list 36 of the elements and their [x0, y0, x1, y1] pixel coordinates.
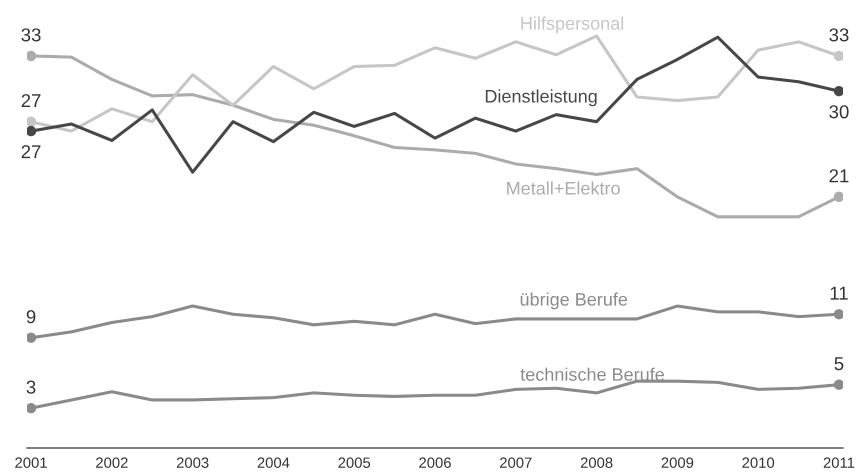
point	[27, 332, 36, 343]
x-tick-label: 2009	[662, 457, 694, 468]
point	[27, 403, 36, 414]
point	[834, 192, 843, 202]
data-label: 9	[26, 310, 36, 324]
data-label: 21	[830, 169, 848, 182]
point	[834, 86, 843, 96]
data-label: 11	[830, 286, 848, 300]
x-tick-label: 2003	[176, 457, 208, 468]
data-label: 5	[834, 357, 844, 370]
point	[27, 126, 36, 136]
data-label: 30	[829, 105, 849, 118]
x-tick-label: 2005	[338, 457, 370, 468]
x-tick-label: 2006	[419, 457, 451, 468]
series-label: Hilfspersonal	[521, 16, 624, 34]
data-label: 27	[22, 94, 40, 108]
x-tick-label: 2007	[500, 457, 532, 468]
x-tick-label: 2002	[96, 457, 128, 468]
series-label: übrige Berufe	[520, 292, 628, 310]
x-tick-label: 2011	[824, 457, 854, 468]
series-label: technische Berufe	[520, 368, 664, 381]
point	[834, 309, 843, 320]
point	[27, 50, 36, 62]
series-label: Dienstleistung	[486, 89, 597, 106]
data-label: 33	[21, 28, 41, 42]
point	[27, 116, 36, 127]
x-tick-label: 2010	[742, 457, 774, 468]
data-label: 33	[829, 28, 848, 42]
series-label: Metall+Elektro	[507, 181, 620, 195]
x-tick-label: 2004	[258, 457, 290, 468]
data-label: 3	[26, 380, 36, 394]
point	[834, 50, 843, 62]
data-label: 27	[22, 145, 40, 158]
point	[834, 380, 843, 390]
x-tick-label: 2008	[580, 457, 612, 468]
x-tick-label: 2001	[15, 457, 47, 468]
